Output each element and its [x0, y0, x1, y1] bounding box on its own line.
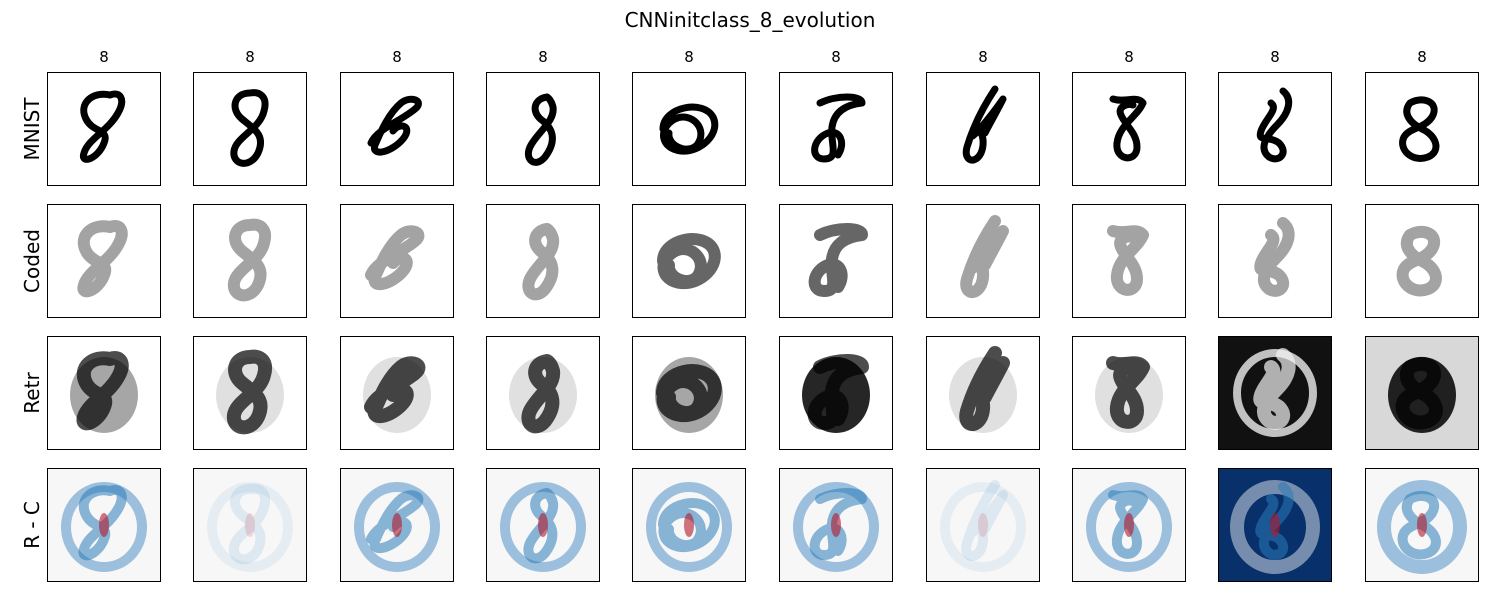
digit-image — [633, 469, 745, 581]
digit-image — [487, 469, 599, 581]
image-panel — [1072, 72, 1186, 186]
column-label: 8 — [831, 48, 841, 66]
digit-image — [341, 205, 453, 317]
figure-title: CNNinitclass_8_evolution — [624, 8, 876, 32]
digit-image — [487, 337, 599, 449]
digit-image — [927, 337, 1039, 449]
digit-image — [1366, 469, 1478, 581]
image-panel — [193, 336, 307, 450]
image-panel — [193, 72, 307, 186]
image-panel — [193, 204, 307, 318]
digit-image — [1073, 469, 1185, 581]
image-panel — [1365, 336, 1479, 450]
digit-image — [48, 469, 160, 581]
digit-image — [780, 469, 892, 581]
digit-image — [1366, 337, 1478, 449]
column-label: 8 — [538, 48, 548, 66]
digit-image — [341, 73, 453, 185]
image-panel — [632, 72, 746, 186]
image-panel — [779, 468, 893, 582]
image-panel — [1365, 72, 1479, 186]
digit-image — [1073, 205, 1185, 317]
column-label: 8 — [1417, 48, 1427, 66]
digit-image — [633, 73, 745, 185]
digit-image — [927, 205, 1039, 317]
image-panel — [779, 72, 893, 186]
digit-image — [927, 73, 1039, 185]
column-label: 8 — [1124, 48, 1134, 66]
image-panel — [47, 336, 161, 450]
image-panel — [340, 72, 454, 186]
digit-image — [1219, 469, 1331, 581]
image-panel — [1365, 468, 1479, 582]
row-label: Retr — [20, 372, 44, 414]
digit-image — [48, 205, 160, 317]
row-label: R - C — [20, 501, 44, 549]
image-panel — [1072, 336, 1186, 450]
column-label: 8 — [99, 48, 109, 66]
digit-image — [1073, 73, 1185, 185]
column-label: 8 — [684, 48, 694, 66]
digit-image — [633, 205, 745, 317]
digit-image — [194, 73, 306, 185]
digit-image — [633, 337, 745, 449]
image-panel — [340, 204, 454, 318]
digit-image — [1219, 205, 1331, 317]
digit-image — [1219, 73, 1331, 185]
row-label: MNIST — [20, 97, 44, 161]
image-panel — [486, 204, 600, 318]
image-panel — [47, 468, 161, 582]
image-panel — [779, 204, 893, 318]
digit-image — [48, 337, 160, 449]
digit-image — [1219, 337, 1331, 449]
digit-image — [487, 73, 599, 185]
digit-image — [780, 205, 892, 317]
image-panel — [47, 204, 161, 318]
column-label: 8 — [392, 48, 402, 66]
image-panel — [926, 72, 1040, 186]
image-panel — [47, 72, 161, 186]
digit-image — [780, 73, 892, 185]
digit-image — [341, 337, 453, 449]
digit-image — [341, 469, 453, 581]
image-panel — [632, 204, 746, 318]
image-panel — [1365, 204, 1479, 318]
image-panel — [1218, 336, 1332, 450]
image-panel — [486, 336, 600, 450]
digit-image — [48, 73, 160, 185]
image-panel — [632, 468, 746, 582]
row-label: Coded — [20, 229, 44, 293]
image-panel — [340, 468, 454, 582]
image-panel — [340, 336, 454, 450]
image-panel — [632, 336, 746, 450]
column-label: 8 — [245, 48, 255, 66]
image-panel — [1072, 204, 1186, 318]
image-panel — [1218, 204, 1332, 318]
image-panel — [1218, 468, 1332, 582]
digit-image — [1366, 205, 1478, 317]
image-panel — [486, 72, 600, 186]
image-panel — [926, 336, 1040, 450]
image-panel — [1218, 72, 1332, 186]
digit-image — [780, 337, 892, 449]
column-label: 8 — [978, 48, 988, 66]
digit-image — [927, 469, 1039, 581]
digit-image — [1366, 73, 1478, 185]
image-panel — [926, 204, 1040, 318]
digit-image — [194, 337, 306, 449]
digit-image — [194, 469, 306, 581]
image-panel — [193, 468, 307, 582]
column-label: 8 — [1270, 48, 1280, 66]
image-panel — [926, 468, 1040, 582]
digit-image — [487, 205, 599, 317]
image-panel — [779, 336, 893, 450]
digit-image — [194, 205, 306, 317]
image-panel — [1072, 468, 1186, 582]
digit-image — [1073, 337, 1185, 449]
image-panel — [486, 468, 600, 582]
